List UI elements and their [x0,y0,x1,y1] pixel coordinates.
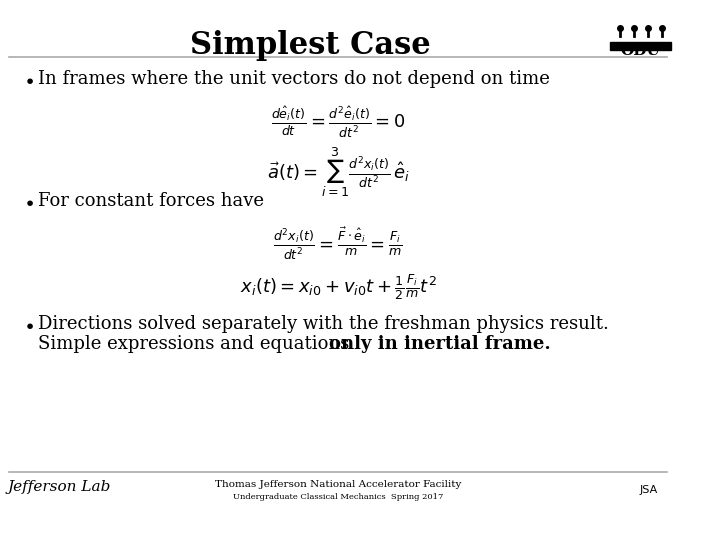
Text: $\frac{d\hat{e}_i(t)}{dt} = \frac{d^2\hat{e}_i(t)}{dt^2} = 0$: $\frac{d\hat{e}_i(t)}{dt} = \frac{d^2\ha… [271,105,405,140]
Text: $\bullet$: $\bullet$ [24,70,35,89]
Text: $\frac{d^2 x_i(t)}{dt^2} = \frac{\vec{F}\cdot\hat{e}_i}{m} = \frac{F_i}{m}$: $\frac{d^2 x_i(t)}{dt^2} = \frac{\vec{F}… [273,225,403,261]
Text: $x_i(t) = x_{i0} + v_{i0}t + \frac{1}{2}\frac{F_i}{m}t^2$: $x_i(t) = x_{i0} + v_{i0}t + \frac{1}{2}… [240,272,436,302]
Text: only in inertial frame.: only in inertial frame. [328,335,550,353]
Text: Simplest Case: Simplest Case [189,30,431,61]
Text: $\bullet$: $\bullet$ [24,315,35,334]
Text: JSA: JSA [639,485,657,495]
Text: $\bullet$: $\bullet$ [24,192,35,211]
Text: In frames where the unit vectors do not depend on time: In frames where the unit vectors do not … [37,70,549,88]
Text: Thomas Jefferson National Accelerator Facility: Thomas Jefferson National Accelerator Fa… [215,480,462,489]
Bar [611,42,672,50]
Text: For constant forces have: For constant forces have [37,192,264,210]
Text: ODU: ODU [621,44,660,58]
Text: $\vec{a}(t) = \sum_{i=1}^{3} \frac{d^2 x_i(t)}{dt^2}\,\hat{e}_i$: $\vec{a}(t) = \sum_{i=1}^{3} \frac{d^2 x… [266,145,410,199]
Text: Directions solved separately with the freshman physics result.: Directions solved separately with the fr… [37,315,608,333]
Text: Simple expressions and equations: Simple expressions and equations [37,335,354,353]
Text: Undergraduate Classical Mechanics  Spring 2017: Undergraduate Classical Mechanics Spring… [233,493,444,501]
Text: Jefferson Lab: Jefferson Lab [7,480,111,494]
